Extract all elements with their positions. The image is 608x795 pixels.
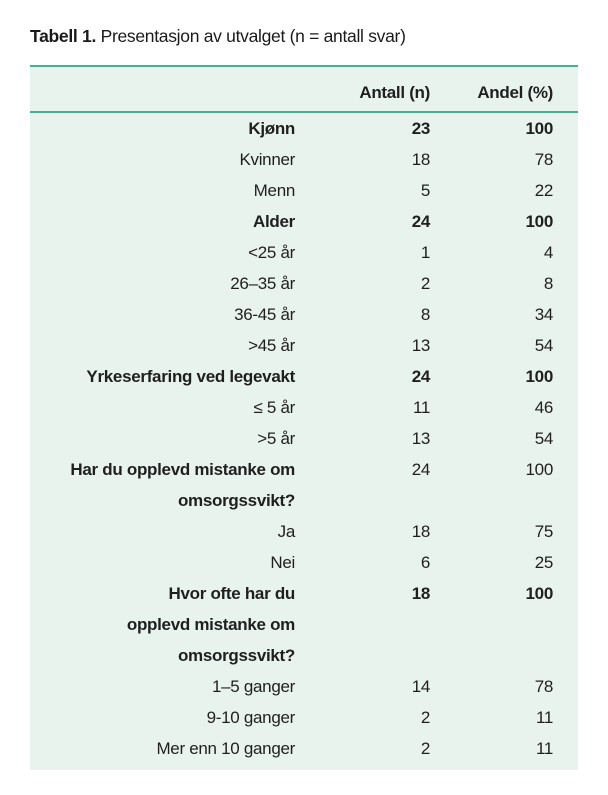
row-label: ≤ 5 år — [253, 398, 295, 417]
antall-value: 18 — [411, 150, 431, 169]
row-label: 9-10 ganger — [206, 708, 296, 727]
table-row: Har du opplevd mistanke om omsorgssvikt?… — [30, 454, 578, 516]
row-label: Nei — [270, 553, 295, 572]
antall-value: 5 — [420, 181, 430, 200]
andel-value: 11 — [535, 708, 553, 727]
andel-value: 4 — [543, 243, 553, 262]
andel-value: 100 — [525, 119, 554, 138]
table-title-text: Presentasjon av utvalget (n = antall sva… — [96, 26, 406, 46]
table-row: Hvor ofte har du opplevd mistanke om oms… — [30, 578, 578, 671]
table-row: Ja 18 75 — [30, 516, 578, 547]
antall-value: 14 — [411, 677, 431, 696]
table-row: 1–5 ganger 14 78 — [30, 671, 578, 702]
row-label: 26–35 år — [230, 274, 295, 293]
andel-value: 78 — [534, 677, 554, 696]
antall-value: 2 — [420, 739, 430, 758]
table-title: Tabell 1. Presentasjon av utvalget (n = … — [30, 26, 406, 47]
row-label: Yrkeserfaring ved legevakt — [86, 367, 295, 386]
andel-value: 100 — [525, 460, 554, 479]
table-row: Alder 24 100 — [30, 206, 578, 237]
antall-value: 23 — [411, 119, 431, 138]
table: Antall (n) Andel (%) Kjønn 23 100 Kvinner 18… — [30, 65, 578, 770]
row-label: Menn — [253, 181, 296, 200]
andel-value: 8 — [543, 274, 553, 293]
column-header-andel: Andel (%) — [477, 83, 553, 102]
table-row: Nei 6 25 — [30, 547, 578, 578]
andel-value: 54 — [534, 336, 554, 355]
table-row: Menn 5 22 — [30, 175, 578, 206]
antall-value: 24 — [411, 212, 431, 231]
column-header-antall: Antall (n) — [359, 83, 430, 102]
andel-value: 25 — [534, 553, 554, 572]
antall-value: 6 — [420, 553, 430, 572]
andel-value: 22 — [534, 181, 554, 200]
row-label: Har du opplevd mistanke om omsorgssvikt? — [70, 460, 295, 510]
antall-value: 24 — [411, 460, 431, 479]
row-label: <25 år — [248, 243, 295, 262]
antall-value: 1 — [420, 243, 430, 262]
row-label: Kvinner — [239, 150, 295, 169]
row-label: Mer enn 10 ganger — [156, 739, 295, 758]
antall-value: 2 — [420, 708, 430, 727]
table-row: 36-45 år 8 34 — [30, 299, 578, 330]
andel-value: 75 — [534, 522, 554, 541]
antall-value: 18 — [411, 522, 431, 541]
table-row: 9-10 ganger 2 11 — [30, 702, 578, 733]
table-row: Kjønn 23 100 — [30, 113, 578, 144]
table-row: Mer enn 10 ganger 2 11 — [30, 733, 578, 764]
andel-value: 100 — [525, 584, 554, 603]
table-row: 26–35 år 2 8 — [30, 268, 578, 299]
row-label: 1–5 ganger — [211, 677, 295, 696]
andel-value: 100 — [525, 212, 554, 231]
row-label: Alder — [253, 212, 295, 231]
row-label: >5 år — [257, 429, 295, 448]
andel-value: 54 — [534, 429, 554, 448]
table-row: Kvinner 18 78 — [30, 144, 578, 175]
antall-value: 13 — [411, 429, 431, 448]
andel-value: 34 — [534, 305, 554, 324]
row-label: Kjønn — [248, 119, 295, 138]
table-row: >45 år 13 54 — [30, 330, 578, 361]
table-row: >5 år 13 54 — [30, 423, 578, 454]
row-label: >45 år — [248, 336, 295, 355]
row-label: Hvor ofte har du opplevd mistanke om oms… — [126, 584, 295, 665]
andel-value: 78 — [534, 150, 554, 169]
andel-value: 100 — [525, 367, 554, 386]
table-row: Yrkeserfaring ved legevakt 24 100 — [30, 361, 578, 392]
table-row: <25 år 1 4 — [30, 237, 578, 268]
andel-value: 46 — [534, 398, 554, 417]
antall-value: 8 — [420, 305, 430, 324]
table-row: ≤ 5 år 11 46 — [30, 392, 578, 423]
antall-value: 11 — [412, 398, 430, 417]
table-header: Antall (n) Andel (%) — [30, 67, 578, 113]
antall-value: 18 — [411, 584, 431, 603]
table-title-number: Tabell 1. — [30, 26, 97, 46]
row-label: 36-45 år — [234, 305, 295, 324]
row-label: Ja — [277, 522, 296, 541]
antall-value: 2 — [420, 274, 430, 293]
antall-value: 13 — [411, 336, 431, 355]
table-body: Kjønn 23 100 Kvinner 18 78 Menn 5 22 Alder 24 100 <2… — [30, 113, 578, 770]
andel-value: 11 — [535, 739, 553, 758]
antall-value: 24 — [411, 367, 431, 386]
